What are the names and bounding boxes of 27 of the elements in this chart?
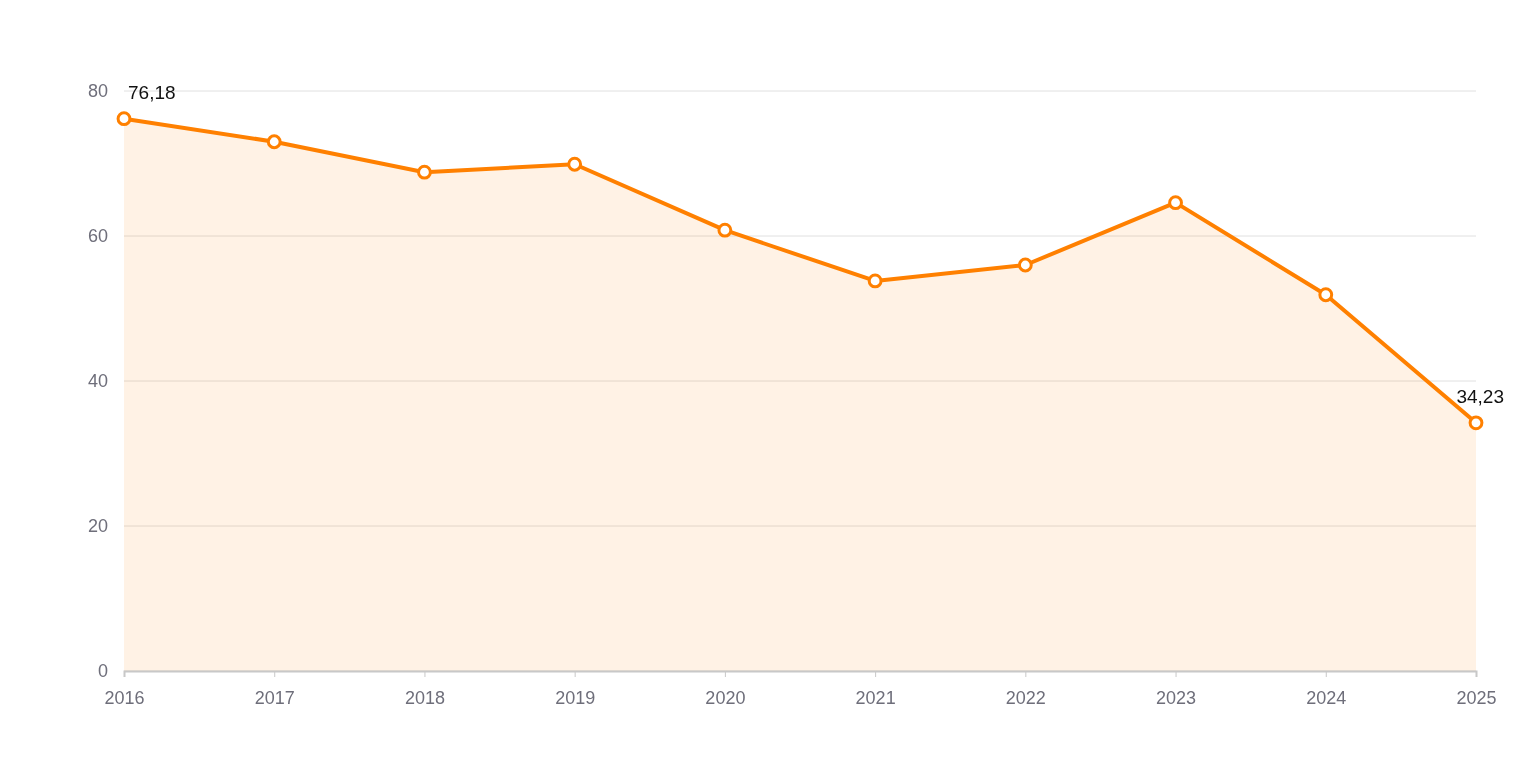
- point: [717, 222, 733, 238]
- y-tick-label: 60: [87, 226, 108, 247]
- point: [266, 134, 282, 150]
- data-label: 34,23: [1456, 385, 1504, 407]
- x-tick-label: 2018: [404, 687, 445, 708]
- x-tick-label: 2024: [1306, 687, 1347, 708]
- point: [1318, 287, 1334, 303]
- y-tick-label: 80: [87, 81, 108, 102]
- point: [417, 164, 432, 180]
- point: [116, 111, 132, 127]
- point: [567, 156, 583, 172]
- point: [1017, 257, 1033, 273]
- x-tick-label: 2019: [555, 687, 596, 708]
- x-tick-label: 2023: [1156, 687, 1197, 708]
- x-tick-label: 2025: [1456, 687, 1497, 708]
- y-tick-label: 40: [87, 371, 108, 392]
- x-tick-label: 2021: [855, 687, 896, 708]
- point: [1168, 195, 1183, 211]
- x-tick-label: 2016: [104, 687, 145, 708]
- x-tick-label: 2020: [705, 687, 746, 708]
- point: [1468, 415, 1484, 431]
- y-tick-label: 0: [97, 661, 108, 682]
- x-tick-label: 2017: [254, 687, 295, 708]
- data-label: 76,18: [128, 81, 176, 103]
- x-tick-label: 2022: [1005, 687, 1046, 708]
- point: [867, 273, 883, 289]
- y-tick-label: 20: [87, 516, 108, 537]
